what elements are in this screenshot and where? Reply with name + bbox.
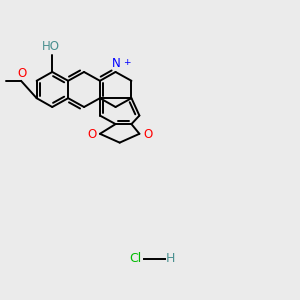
Text: HO: HO <box>42 40 60 53</box>
Text: O: O <box>143 128 152 141</box>
Text: O: O <box>87 128 96 141</box>
Text: N: N <box>112 57 121 70</box>
Text: H: H <box>166 252 176 266</box>
Text: +: + <box>123 58 130 67</box>
Text: O: O <box>17 67 26 80</box>
Text: Cl: Cl <box>129 252 141 266</box>
